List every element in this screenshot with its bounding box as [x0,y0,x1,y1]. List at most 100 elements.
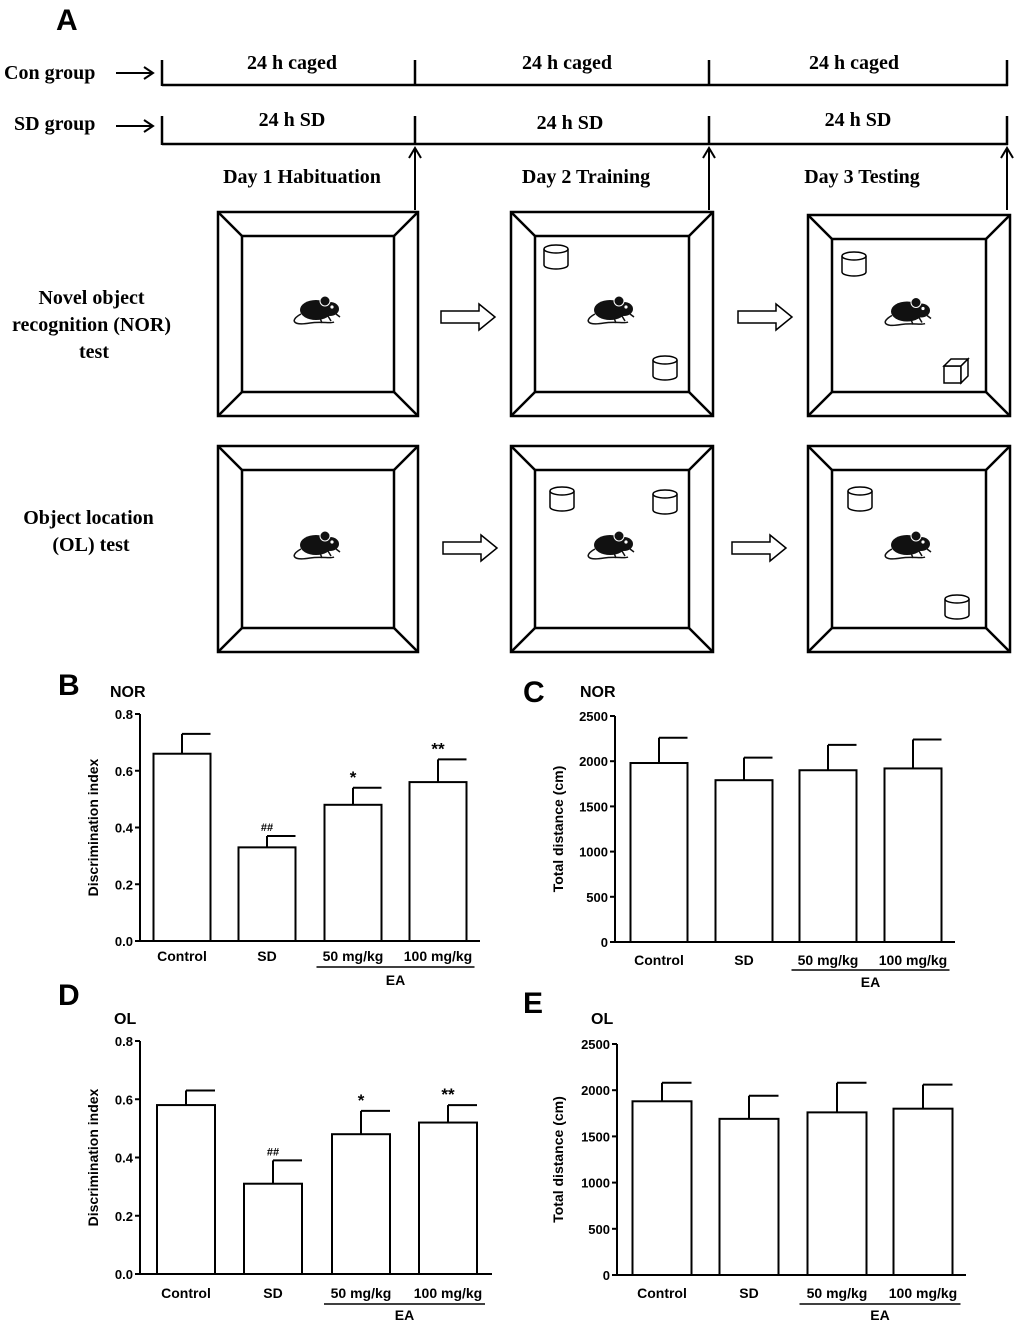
con-group-arrow-icon [116,66,155,80]
bar [718,1117,780,1276]
arena-corners [807,445,1011,653]
y-tick-label: 0.6 [115,1092,133,1107]
y-tick-label: 1500 [579,799,608,814]
category-label: 100 mg/kg [414,1285,482,1301]
nor-label-line-3: test [79,341,109,363]
y-axis-label: Total distance (cm) [550,766,566,893]
category-label: 50 mg/kg [331,1285,392,1301]
panel-letter-d-group: D [58,979,80,1012]
y-tick-label: 2500 [581,1037,610,1052]
chart-title: NOR [110,684,146,701]
group-label: EA [386,972,405,988]
mouse-icon [587,295,635,325]
mouse-legs [613,548,635,559]
y-tick-label: 0.4 [115,1151,134,1166]
arena-outer [216,210,420,418]
arena-corners [217,211,419,417]
bar [331,1133,391,1275]
bar [156,1104,216,1275]
mouse-tail [884,314,926,326]
panel-letter-b: B [58,669,80,702]
cube-front [943,365,962,384]
con-segment-2: 24 h caged [522,52,612,74]
arena-outer [806,444,1012,654]
nor-test-label: Novel object recognition (NOR) test [12,287,176,363]
cylinder-top [543,244,569,254]
mouse-legs [319,548,341,559]
mouse-ear [613,530,625,542]
arena-corners [510,211,714,417]
category-label: SD [734,952,753,968]
mouse-eye [921,540,925,544]
arena-corners [807,214,1011,417]
arena-corners [217,445,419,653]
y-tick-label: 0.2 [115,1209,133,1224]
chart-c: NOR 0 500 1000 1500 2000 2500 Total distance (c… [550,684,955,990]
arena-ol-day2 [509,444,715,654]
cylinder-icon [944,594,970,620]
bar [892,1107,954,1277]
sd-segment-1: 24 h SD [259,109,326,131]
y-tick-label: 0.4 [115,821,134,836]
bar [806,1111,868,1276]
arena-nor-day3 [806,213,1012,418]
con-segment-3: 24 h caged [809,52,899,74]
mouse-eye [624,540,628,544]
arena-inner [830,468,988,630]
mouse-ear [613,295,625,307]
right-arrow-icon [737,302,794,332]
significance-label: * [358,1091,365,1110]
chart-e: OL 0 500 1000 1500 2000 2500 Total distance (cm… [550,1011,966,1323]
sd-group-arrow-icon [116,119,155,133]
mouse-legs [910,314,932,325]
chart-title: OL [591,1011,613,1028]
cube-side [960,357,969,385]
arena-ol-day1 [216,444,420,654]
significance-label: ** [441,1085,455,1104]
category-label: SD [257,948,276,964]
bar [243,1182,303,1276]
arena-outer [509,210,715,418]
cylinder-top [652,355,678,365]
mouse-eye [624,305,628,309]
y-tick-label: 0.0 [115,1267,133,1282]
group-label: EA [861,974,880,990]
mouse-icon [587,530,635,560]
cylinder-icon [652,489,678,515]
con-group-label: Con group [4,62,95,84]
cylinder-side [549,491,575,512]
mouse-tail [587,548,629,560]
category-label: 100 mg/kg [889,1285,957,1301]
bar [418,1121,478,1276]
nor-label-line-2: recognition (NOR) [12,314,171,336]
arena-nor-day2 [509,210,715,418]
arena-outer [806,213,1012,418]
y-axis-label: Discrimination index [85,758,101,896]
cube-icon [942,357,970,385]
category-label: Control [637,1285,687,1301]
cylinder-top [944,594,970,604]
right-arrow-icon [442,533,499,563]
arena-corners [510,445,714,653]
y-tick-label: 500 [586,890,608,905]
mouse-legs [613,313,635,324]
bar [323,803,383,942]
category-label: 50 mg/kg [798,952,859,968]
category-label: 50 mg/kg [807,1285,868,1301]
panel-letter-b-group: B [58,669,80,702]
mouse-tail [587,313,629,325]
cylinder-icon [543,244,569,270]
cylinder-top [841,251,867,261]
panel-a: A Con group SD group 24 h caged 24 h cag… [4,4,1014,654]
panel-letter-c: C [523,676,545,709]
y-tick-label: 1000 [579,845,608,860]
panel-letter-d: D [58,979,80,1012]
bar [408,781,468,942]
bar [237,846,297,942]
cylinder-top [549,486,575,496]
nor-label-line-1: Novel object [38,287,144,309]
arena-inner [533,234,691,394]
y-axis-label: Total distance (cm) [550,1096,566,1223]
mouse-eye [330,305,334,309]
con-segment-1: 24 h caged [247,52,337,74]
